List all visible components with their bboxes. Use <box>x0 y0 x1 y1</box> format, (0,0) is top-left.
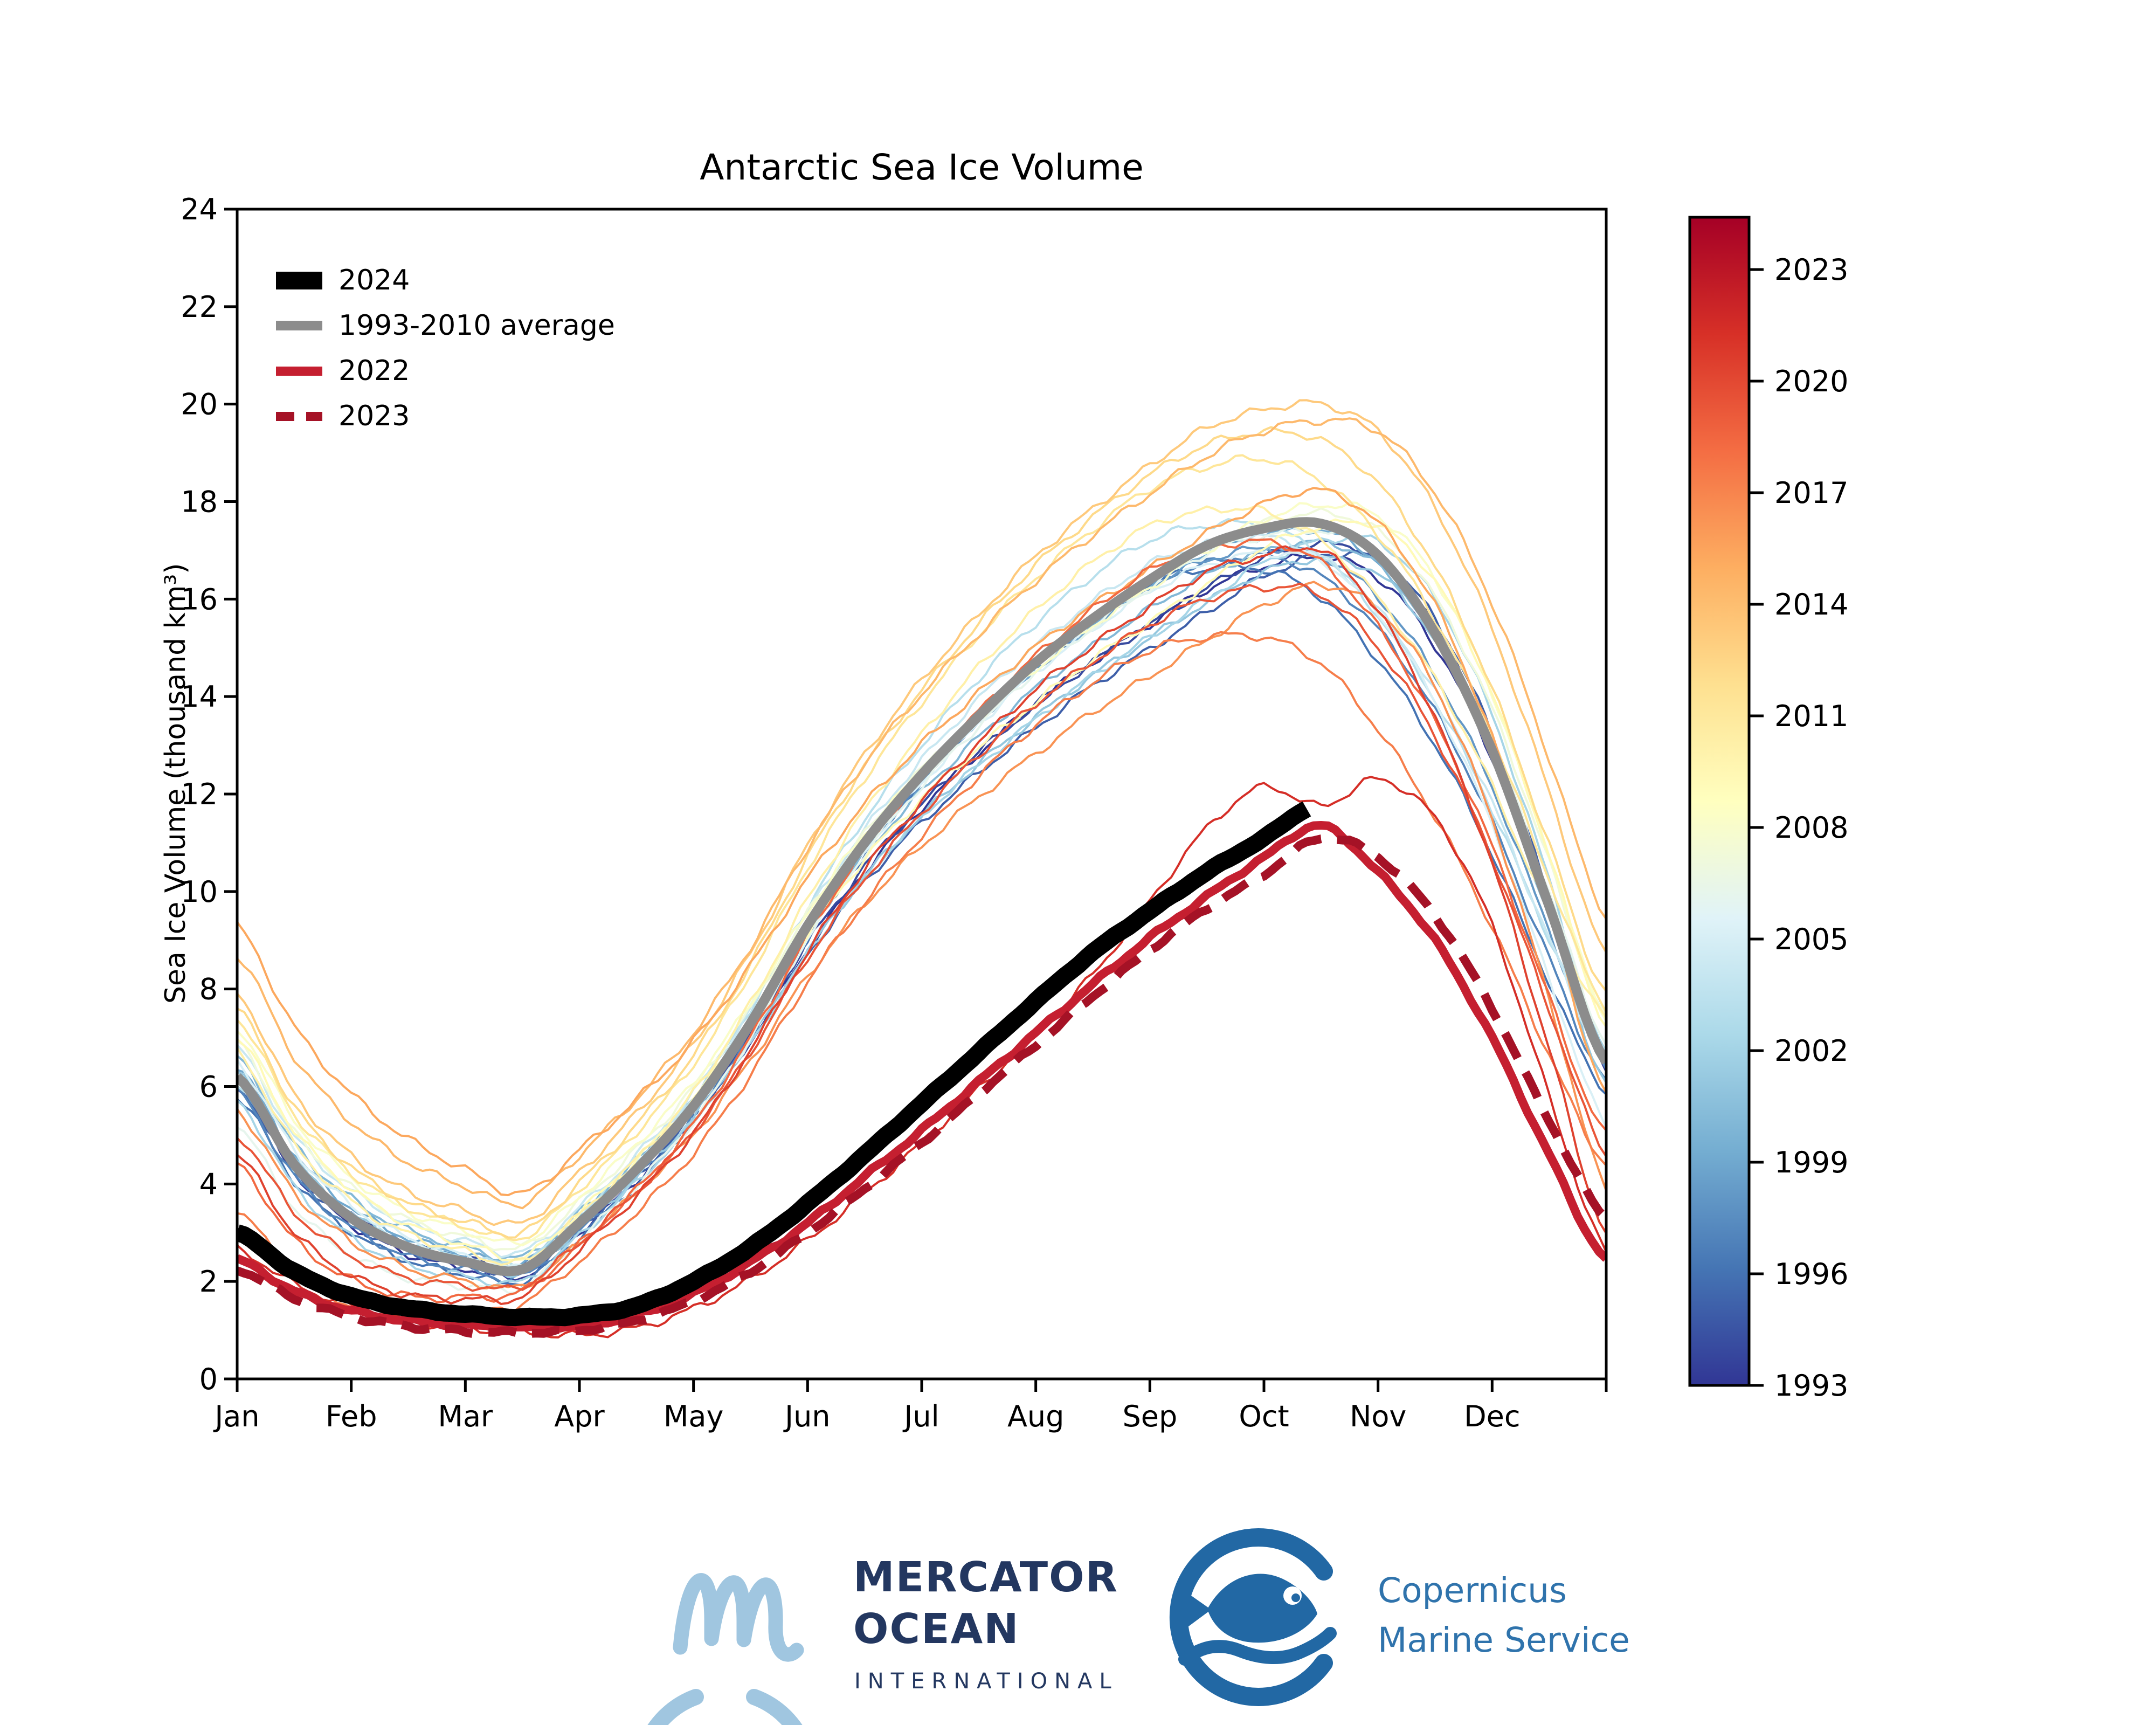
line-2023 <box>237 833 1606 1338</box>
copernicus-fish-tail-icon <box>1182 1589 1211 1631</box>
colorbar-tick-label: 2008 <box>1774 811 1848 845</box>
legend-item-2024: 2024 <box>276 258 615 303</box>
colorbar-tick-label: 1996 <box>1774 1257 1848 1291</box>
average-line <box>237 517 1606 1276</box>
x-tick-label: Apr <box>554 1399 605 1433</box>
year-line-2018 <box>237 538 1606 1303</box>
y-tick-label: 24 <box>181 192 218 226</box>
colorbar-tick-label: 1999 <box>1774 1146 1848 1179</box>
legend-label-2022: 2022 <box>338 355 410 387</box>
x-tick-label: Sep <box>1122 1399 1177 1433</box>
x-tick-label: Dec <box>1464 1399 1521 1433</box>
y-tick-label: 18 <box>181 485 218 519</box>
year-line-2011 <box>237 454 1606 1241</box>
y-tick-label: 22 <box>181 290 218 324</box>
y-axis-label: Sea Ice Volume (thousand km³) <box>160 563 192 1004</box>
y-tick-label: 20 <box>181 388 218 422</box>
y-tick-label: 8 <box>199 972 218 1006</box>
colorbar-ticks: 2023 2020 2017 2014 2011 2008 2005 2002 1999 1996… <box>1749 253 1848 1403</box>
copernicus-crescent-icon <box>1169 1528 1333 1706</box>
x-tick-label: Jan <box>213 1399 259 1433</box>
mercator-word: MERCATOR <box>853 1554 1118 1602</box>
year-line-1995 <box>237 549 1606 1276</box>
year-line-2010 <box>237 504 1606 1266</box>
legend-swatch-2023 <box>276 411 322 421</box>
year-line-2009 <box>237 518 1606 1261</box>
chart-title: Antarctic Sea Ice Volume <box>700 147 1144 188</box>
legend-item-2023: 2023 <box>276 394 615 439</box>
colorbar-tick-label: 2011 <box>1774 699 1848 733</box>
year-line-2013 <box>237 399 1606 1226</box>
legend-item-average: 1993-2010 average <box>276 303 615 348</box>
mercator-m-icon <box>673 1573 804 1662</box>
x-tick-label: Aug <box>1007 1399 1064 1433</box>
legend-label-2024: 2024 <box>338 264 410 296</box>
y-tick-label: 0 <box>199 1362 218 1396</box>
year-line-2005 <box>237 550 1606 1268</box>
x-tick-label: May <box>664 1399 724 1433</box>
colorbar-tick-label: 2023 <box>1774 253 1848 287</box>
mercator-circle-icon <box>647 1689 803 1725</box>
line-2022 <box>237 821 1606 1334</box>
colorbar-tick-label: 2014 <box>1774 588 1848 622</box>
year-line-2020 <box>237 545 1606 1305</box>
y-tick-label: 6 <box>199 1070 218 1104</box>
colorbar-tick-label: 1993 <box>1774 1369 1848 1403</box>
copernicus-fish-icon <box>1207 1574 1317 1643</box>
y-tick-label: 10 <box>181 875 218 909</box>
y-tick-label: 2 <box>199 1265 218 1299</box>
y-tick-label: 4 <box>199 1167 218 1201</box>
international-word: INTERNATIONAL <box>854 1669 1118 1694</box>
legend-swatch-average <box>276 321 322 330</box>
copernicus-logo: Copernicus Marine Service <box>1169 1528 1630 1706</box>
colorbar: 2023 2020 2017 2014 2011 2008 2005 2002 1999 1996… <box>1688 216 1848 1403</box>
line-2024 <box>237 801 1311 1327</box>
legend-swatch-2022 <box>276 366 322 376</box>
colorbar-tick-label: 2005 <box>1774 922 1848 956</box>
mercator-ocean-logo: MERCATOR OCEAN INTERNATIONAL <box>647 1554 1118 1725</box>
y-tick-label: 12 <box>181 777 218 811</box>
x-tick-label: Feb <box>326 1399 377 1433</box>
year-line-2004 <box>237 533 1606 1259</box>
x-tick-label: Oct <box>1239 1399 1289 1433</box>
chart-lines <box>237 399 1606 1338</box>
x-tick-label: Jun <box>783 1399 830 1433</box>
year-line-2012 <box>237 426 1606 1239</box>
colorbar-gradient <box>1688 216 1751 1387</box>
copernicus-wave-icon <box>1178 1627 1337 1666</box>
x-tick-label: Mar <box>438 1399 493 1433</box>
marine-service-word: Marine Service <box>1378 1620 1630 1660</box>
legend-label-average: 1993-2010 average <box>338 309 615 342</box>
y-tick-label: 16 <box>181 582 218 616</box>
ocean-word: OCEAN <box>853 1605 1020 1653</box>
year-line-2015 <box>237 487 1606 1197</box>
legend-item-2022: 2022 <box>276 348 615 394</box>
y-tick-label: 14 <box>181 680 218 714</box>
legend: 2024 1993-2010 average 2022 2023 <box>276 258 615 439</box>
year-line-2007 <box>237 507 1606 1252</box>
chart-axes: Jan Feb Mar Apr May Jun Jul Aug Sep Oct Nov Dec0246… <box>181 192 1608 1433</box>
colorbar-tick-label: 2020 <box>1774 364 1848 398</box>
colorbar-tick-label: 2017 <box>1774 476 1848 510</box>
copernicus-fish-pupil-icon <box>1291 1593 1300 1602</box>
year-line-2019 <box>237 582 1606 1292</box>
colorbar-tick-label: 2002 <box>1774 1034 1848 1068</box>
copernicus-word: Copernicus <box>1378 1571 1567 1610</box>
x-tick-label: Jul <box>902 1399 939 1433</box>
legend-label-2023: 2023 <box>338 400 410 432</box>
x-tick-label: Nov <box>1350 1399 1406 1433</box>
legend-swatch-2024 <box>276 271 322 289</box>
year-line-2014 <box>237 417 1606 1210</box>
